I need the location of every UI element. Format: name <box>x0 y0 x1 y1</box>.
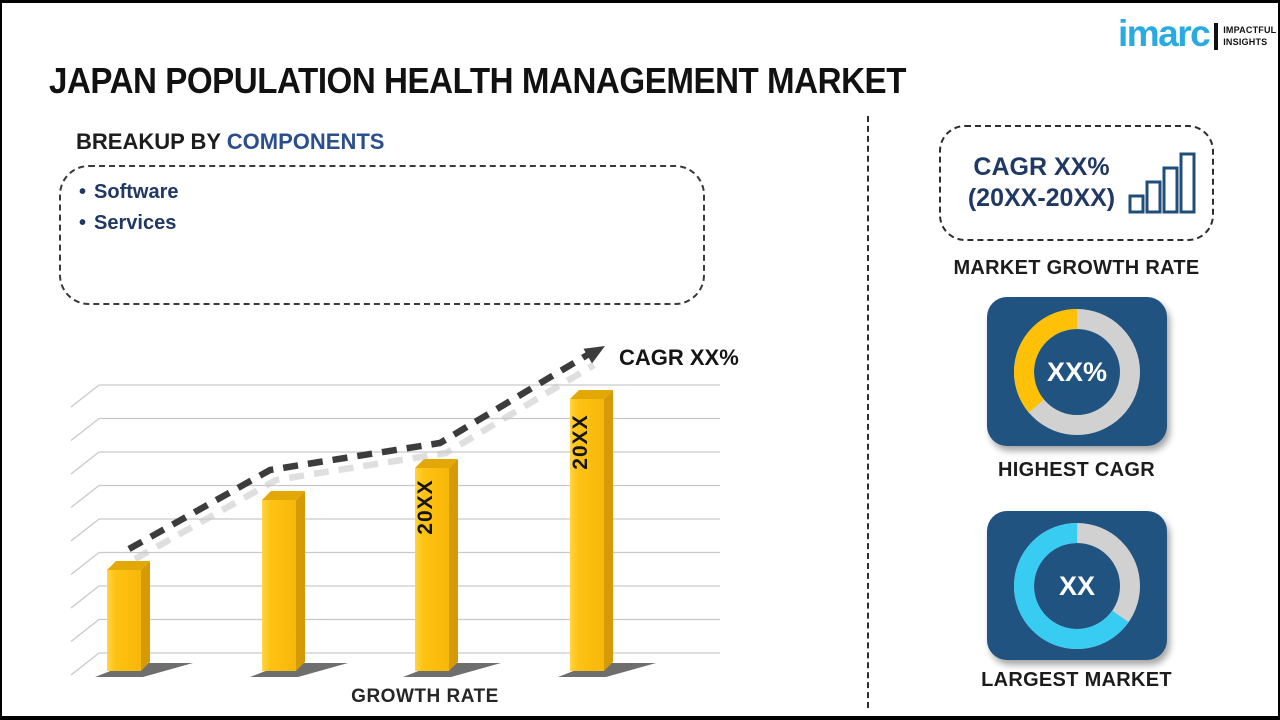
imarc-logo: imarc IMPACTFUL INSIGHTS <box>1118 15 1276 52</box>
chart-xaxis-label: GROWTH RATE <box>351 686 499 707</box>
bar-4: 20XX <box>569 390 613 671</box>
component-label: Services <box>94 212 177 234</box>
market-growth-rate-box: CAGR XX% (20XX-20XX) <box>939 125 1214 241</box>
largest-market-donut-chart: XX <box>1014 522 1140 649</box>
cagr-value-text: CAGR XX% (20XX-20XX) <box>961 152 1122 215</box>
logo-tagline: IMPACTFUL INSIGHTS <box>1223 25 1276 48</box>
highest-cagr-value: XX% <box>1047 357 1107 387</box>
bar-1 <box>107 561 150 671</box>
breakup-heading-highlight: COMPONENTS <box>226 129 385 154</box>
growth-bars-icon <box>1128 152 1196 214</box>
bar-3: 20XX <box>414 459 458 671</box>
bar-4-label: 20XX <box>569 414 592 469</box>
bar-3-label: 20XX <box>414 479 437 534</box>
market-growth-rate-label: MARKET GROWTH RATE <box>953 257 1200 279</box>
list-item: • Services <box>79 208 703 239</box>
bar-2 <box>262 491 305 671</box>
chart-gridlines <box>70 384 720 676</box>
largest-market-card: XX <box>987 511 1167 660</box>
logo-tagline-line1: IMPACTFUL <box>1223 25 1277 36</box>
bullet-icon: • <box>79 181 87 203</box>
components-list: • Software • Services <box>61 177 703 239</box>
logo-divider-bar <box>1214 23 1219 50</box>
imarc-logo-text: imarc <box>1118 13 1211 54</box>
components-box: • Software • Services <box>59 165 705 305</box>
bullet-icon: • <box>79 212 87 234</box>
arrowhead-icon <box>583 346 605 364</box>
highest-cagr-donut-chart: XX% <box>1014 308 1141 435</box>
bar-series: 20XX 20XX <box>107 390 613 671</box>
cagr-line1: CAGR XX% <box>973 152 1110 181</box>
vertical-divider <box>867 116 869 708</box>
growth-rate-bar-chart: 20XX 20XX CAGR XX% GROWTH RATE <box>70 345 739 707</box>
cagr-trend-arrow <box>127 346 605 562</box>
bar-shadows <box>95 663 656 677</box>
breakup-heading-prefix: BREAKUP BY <box>76 129 227 154</box>
highest-cagr-card: XX% <box>987 297 1167 446</box>
breakup-heading: BREAKUP BY COMPONENTS <box>76 129 384 155</box>
highest-cagr-label: HIGHEST CAGR <box>998 459 1155 481</box>
logo-tagline-line2: INSIGHTS <box>1223 36 1268 47</box>
page-title: JAPAN POPULATION HEALTH MANAGEMENT MARKE… <box>49 60 906 101</box>
component-label: Software <box>94 181 179 203</box>
largest-market-value: XX <box>1059 571 1095 601</box>
list-item: • Software <box>79 177 703 208</box>
cagr-trend-label: CAGR XX% <box>619 345 739 370</box>
largest-market-label: LARGEST MARKET <box>981 669 1172 691</box>
cagr-line2: (20XX-20XX) <box>967 184 1116 212</box>
